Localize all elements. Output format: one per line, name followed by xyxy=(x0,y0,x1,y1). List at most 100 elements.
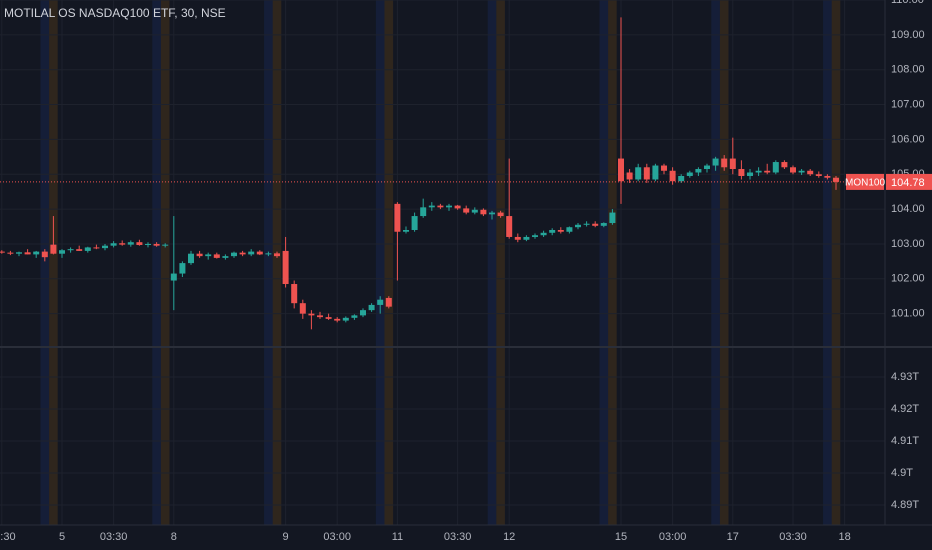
x-tick-label: 03:30 xyxy=(444,531,472,543)
candle-body xyxy=(179,263,186,274)
candle-body xyxy=(265,253,272,255)
y2-tick-label: 4.89T xyxy=(891,499,919,511)
candle-body xyxy=(222,256,229,258)
candle-body xyxy=(557,230,564,232)
candle-body xyxy=(661,165,667,171)
session-band xyxy=(599,0,609,525)
candle-body xyxy=(351,315,358,318)
candle-body xyxy=(385,297,392,307)
candle-body xyxy=(609,212,616,224)
candle-body xyxy=(807,170,814,175)
candle-body xyxy=(188,253,194,264)
y-tick-label: 106.00 xyxy=(891,133,925,145)
x-tick-label: 12 xyxy=(503,531,515,543)
candle-body xyxy=(377,299,384,305)
session-band xyxy=(264,0,273,525)
x-tick-label: 18 xyxy=(838,531,850,543)
candle-body xyxy=(583,223,590,225)
candle-body xyxy=(764,170,771,173)
candle-body xyxy=(618,158,624,182)
candle-body xyxy=(59,250,65,254)
session-band xyxy=(152,0,161,525)
chart-title: MOTILAL OS NASDAQ100 ETF, 30, NSE xyxy=(4,6,226,20)
candle-body xyxy=(643,167,650,180)
candle-body xyxy=(16,252,22,254)
candle-body xyxy=(446,205,452,208)
x-tick-label: 15 xyxy=(615,531,627,543)
candle-body xyxy=(738,169,745,176)
candle-body xyxy=(772,162,779,173)
candle-body xyxy=(695,169,702,173)
y-tick-label: 109.00 xyxy=(891,29,925,41)
candle-body xyxy=(669,170,676,182)
candle-body xyxy=(403,230,409,232)
session-band xyxy=(831,0,841,525)
candle-body xyxy=(489,212,495,215)
candle-body xyxy=(136,242,143,245)
x-tick-label: 03:30 xyxy=(779,531,807,543)
symbol-tag xyxy=(846,173,884,190)
candle-body xyxy=(308,313,315,316)
session-band xyxy=(711,0,720,525)
candle-body xyxy=(170,273,177,281)
candle-body xyxy=(790,167,796,173)
candle-body xyxy=(153,243,160,246)
candle-body xyxy=(317,315,323,318)
symbol-label: MON100 xyxy=(845,178,885,189)
candle-body xyxy=(686,172,693,176)
y2-tick-label: 4.9T xyxy=(891,467,913,479)
candle-body xyxy=(110,243,117,246)
candle-body xyxy=(626,172,633,180)
candle-body xyxy=(471,209,478,213)
candle-body xyxy=(291,284,298,304)
candle-body xyxy=(833,177,839,182)
y2-tick-label: 4.92T xyxy=(891,403,919,415)
candle-body xyxy=(325,317,332,319)
candle-body xyxy=(93,247,100,249)
candle-body xyxy=(360,310,366,316)
candle-body xyxy=(729,158,736,170)
session-band xyxy=(719,0,729,525)
candle-body xyxy=(24,252,31,255)
session-band xyxy=(375,0,385,525)
x-tick-label: 03:30 xyxy=(0,531,16,543)
session-band xyxy=(496,0,505,525)
candle-body xyxy=(712,158,719,166)
x-tick-label: 03:00 xyxy=(323,531,351,543)
candle-body xyxy=(102,245,108,249)
price-tag xyxy=(886,173,932,190)
candle-body xyxy=(549,230,556,233)
session-bands xyxy=(40,0,841,525)
candle-body xyxy=(50,244,57,254)
candle-body xyxy=(704,165,710,170)
candle-body xyxy=(798,170,805,173)
candle-body xyxy=(566,227,573,232)
x-tick-label: 03:00 xyxy=(659,531,687,543)
session-band xyxy=(823,0,832,525)
candles xyxy=(0,17,885,330)
y-tick-label: 101.00 xyxy=(891,308,925,320)
candle-body xyxy=(213,254,220,258)
session-band xyxy=(49,0,58,525)
candle-body xyxy=(84,247,91,251)
last-price-label: 104.78 xyxy=(891,177,925,189)
candle-body xyxy=(0,251,5,253)
candle-body xyxy=(592,223,599,226)
candle-body xyxy=(368,304,375,311)
candle-body xyxy=(119,243,126,245)
candle-body xyxy=(497,212,504,217)
candle-body xyxy=(7,252,14,254)
candle-body xyxy=(342,317,349,321)
candle-body xyxy=(781,162,788,168)
candle-body xyxy=(437,205,444,208)
session-band xyxy=(384,0,394,525)
candle-body xyxy=(239,252,246,255)
candle-body xyxy=(540,232,547,236)
candle-body xyxy=(394,203,401,232)
session-band xyxy=(487,0,497,525)
candle-body xyxy=(41,251,48,258)
candle-body xyxy=(480,209,487,215)
